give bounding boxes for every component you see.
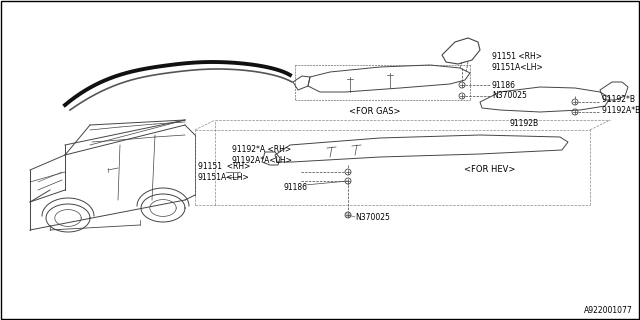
Text: N370025: N370025: [492, 92, 527, 100]
Text: 91192B: 91192B: [510, 119, 539, 129]
Text: 91192*A <RH>
91192A*A<LH>: 91192*A <RH> 91192A*A<LH>: [232, 145, 293, 165]
Text: N370025: N370025: [355, 213, 390, 222]
Text: 91151  <RH>
91151A<LH>: 91151 <RH> 91151A<LH>: [198, 162, 250, 182]
Text: 91151 <RH>
91151A<LH>: 91151 <RH> 91151A<LH>: [492, 52, 544, 72]
Circle shape: [345, 212, 351, 218]
Text: 91192*B  <RH>
91192A*B <LH>: 91192*B <RH> 91192A*B <LH>: [602, 95, 640, 116]
Text: 91186: 91186: [284, 182, 308, 191]
Text: 91186: 91186: [492, 81, 516, 90]
Text: A922001077: A922001077: [584, 306, 633, 315]
Text: <FOR GAS>: <FOR GAS>: [349, 108, 401, 116]
Text: <FOR HEV>: <FOR HEV>: [464, 165, 516, 174]
